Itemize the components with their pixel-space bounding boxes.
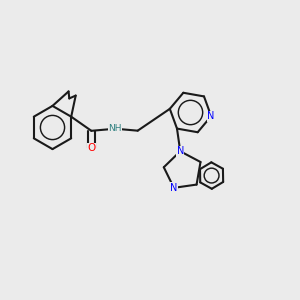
Text: NH: NH	[109, 124, 122, 133]
Text: N: N	[170, 183, 178, 193]
Text: N: N	[208, 111, 215, 121]
Text: O: O	[87, 143, 95, 153]
Text: N: N	[177, 146, 184, 156]
